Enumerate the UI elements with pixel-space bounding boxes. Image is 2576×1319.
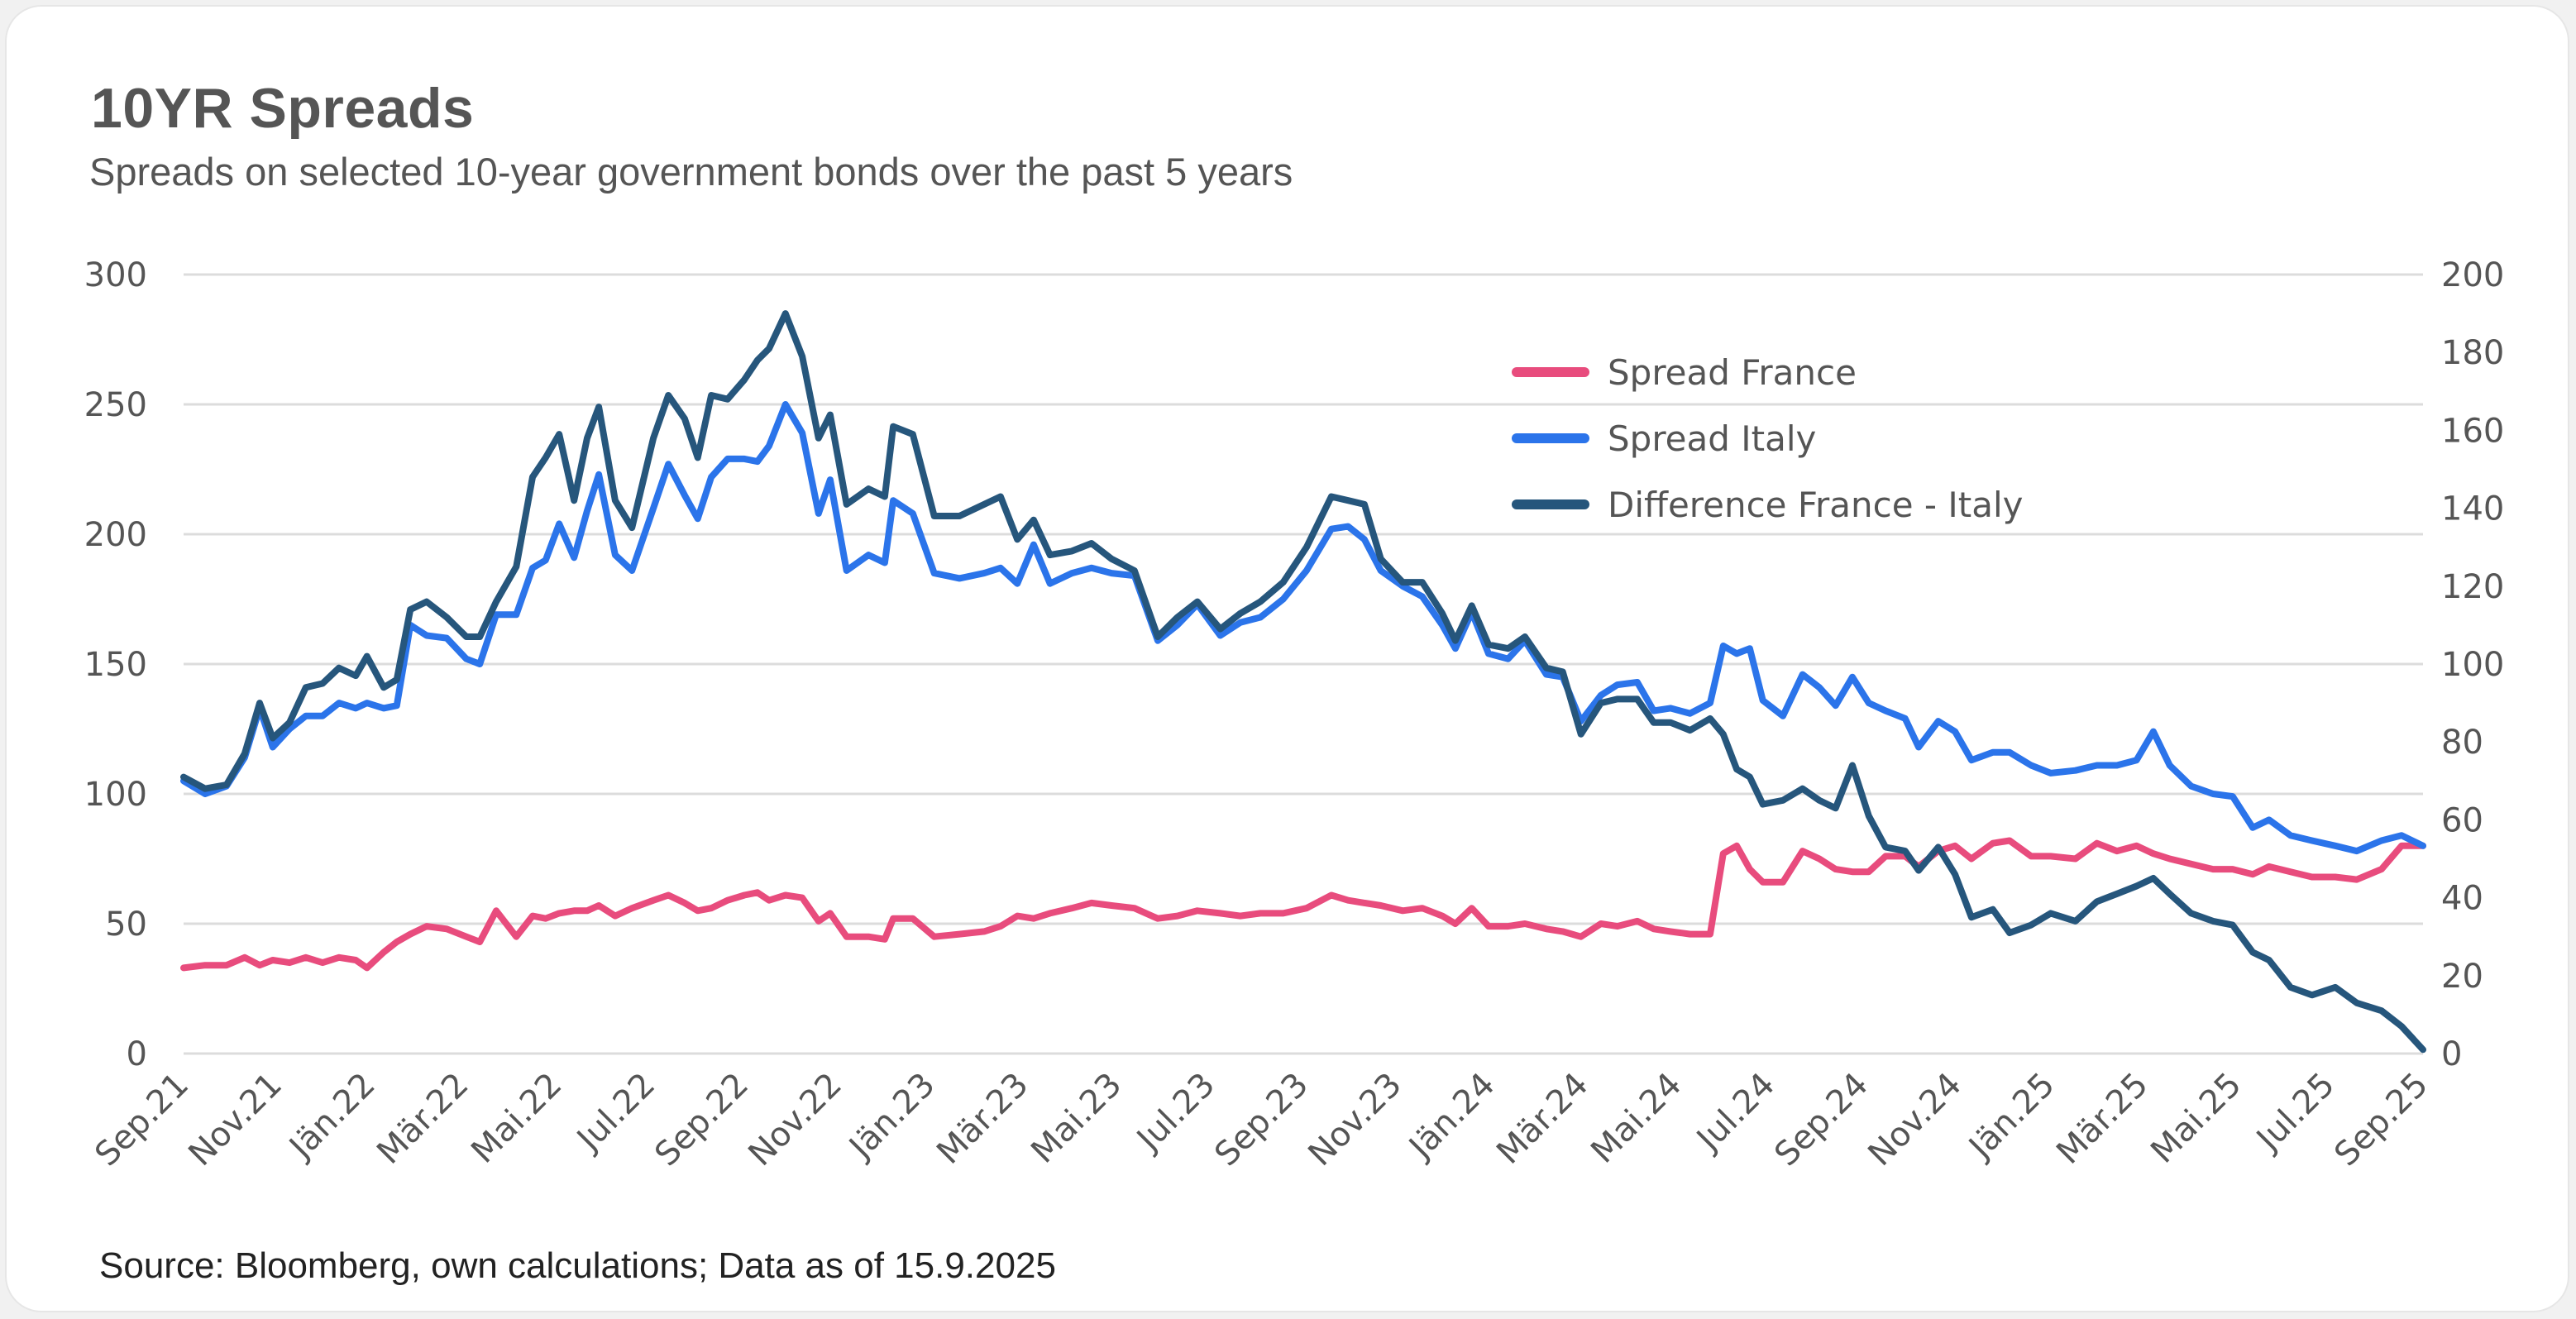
left-y-axis: 0 50 100 150 200 250 300 [84, 256, 147, 1073]
legend-item: Spread Italy [1512, 418, 1816, 459]
y-left-tick-label: 200 [84, 516, 147, 554]
y-right-tick-label: 0 [2441, 1035, 2462, 1073]
y-right-tick-label: 120 [2441, 568, 2504, 606]
series-line-spread-italy [180, 401, 2426, 855]
x-tick-label: Sep.25 [2327, 1066, 2435, 1174]
x-tick-label: Sep.24 [1767, 1066, 1876, 1174]
x-tick-label: Mai.22 [464, 1066, 569, 1171]
chart-subtitle: Spreads on selected 10-year government b… [89, 150, 1293, 194]
x-tick-label: Jän.24 [1401, 1066, 1503, 1168]
x-tick-label: Mär.25 [2049, 1066, 2155, 1172]
x-tick-label: Mär.22 [370, 1066, 476, 1172]
legend-label: Spread Italy [1608, 418, 1816, 459]
series-lines [180, 310, 2426, 1054]
x-tick-label: Nov.24 [1861, 1066, 1969, 1174]
y-left-tick-label: 250 [84, 386, 147, 424]
y-left-tick-label: 150 [84, 646, 147, 684]
y-right-tick-label: 180 [2441, 334, 2504, 372]
x-tick-label: Mär.24 [1489, 1066, 1595, 1172]
series-line-difference-france-italy [180, 310, 2426, 1054]
x-tick-label: Jän.23 [841, 1066, 943, 1168]
legend: Spread France Spread Italy Difference Fran… [1512, 352, 2024, 525]
y-left-tick-label: 300 [84, 256, 147, 294]
legend-item: Spread France [1512, 352, 1857, 393]
x-tick-label: Jän.25 [1961, 1066, 2062, 1168]
y-right-tick-label: 80 [2441, 724, 2483, 762]
x-tick-label: Nov.22 [741, 1066, 849, 1174]
y-right-tick-label: 140 [2441, 490, 2504, 528]
source-note: Source: Bloomberg, own calculations; Dat… [99, 1245, 1056, 1286]
series-line-spread-france [180, 837, 2426, 972]
x-tick-label: Sep.22 [648, 1066, 756, 1174]
y-right-tick-label: 40 [2441, 880, 2483, 918]
x-tick-label: Mai.25 [2143, 1066, 2249, 1171]
right-y-axis: 0 20 40 60 80 100 120 140 160 180 200 [2441, 256, 2504, 1073]
y-right-tick-label: 100 [2441, 646, 2504, 684]
y-left-tick-label: 0 [127, 1035, 147, 1073]
x-tick-label: Sep.23 [1207, 1066, 1316, 1174]
y-right-tick-label: 200 [2441, 256, 2504, 294]
x-tick-label: Mär.23 [930, 1066, 1035, 1172]
chart-card: 10YR Spreads Spreads on selected 10-year… [5, 5, 2569, 1312]
y-left-tick-label: 100 [84, 776, 147, 814]
y-right-tick-label: 160 [2441, 412, 2504, 450]
x-tick-label: Jän.22 [281, 1066, 383, 1168]
y-right-tick-label: 20 [2441, 958, 2483, 996]
legend-label: Difference France - Italy [1608, 485, 2024, 525]
x-tick-label: Mai.24 [1584, 1066, 1689, 1171]
legend-label: Spread France [1608, 352, 1857, 393]
x-tick-label: Mai.23 [1024, 1066, 1129, 1171]
x-tick-label: Sep.21 [88, 1066, 196, 1174]
y-left-tick-label: 50 [105, 906, 147, 944]
chart-title: 10YR Spreads [91, 77, 475, 140]
x-tick-label: Nov.23 [1301, 1066, 1409, 1174]
x-tick-label: Nov.21 [181, 1066, 289, 1174]
y-right-tick-label: 60 [2441, 801, 2483, 839]
legend-item: Difference France - Italy [1512, 485, 2024, 525]
